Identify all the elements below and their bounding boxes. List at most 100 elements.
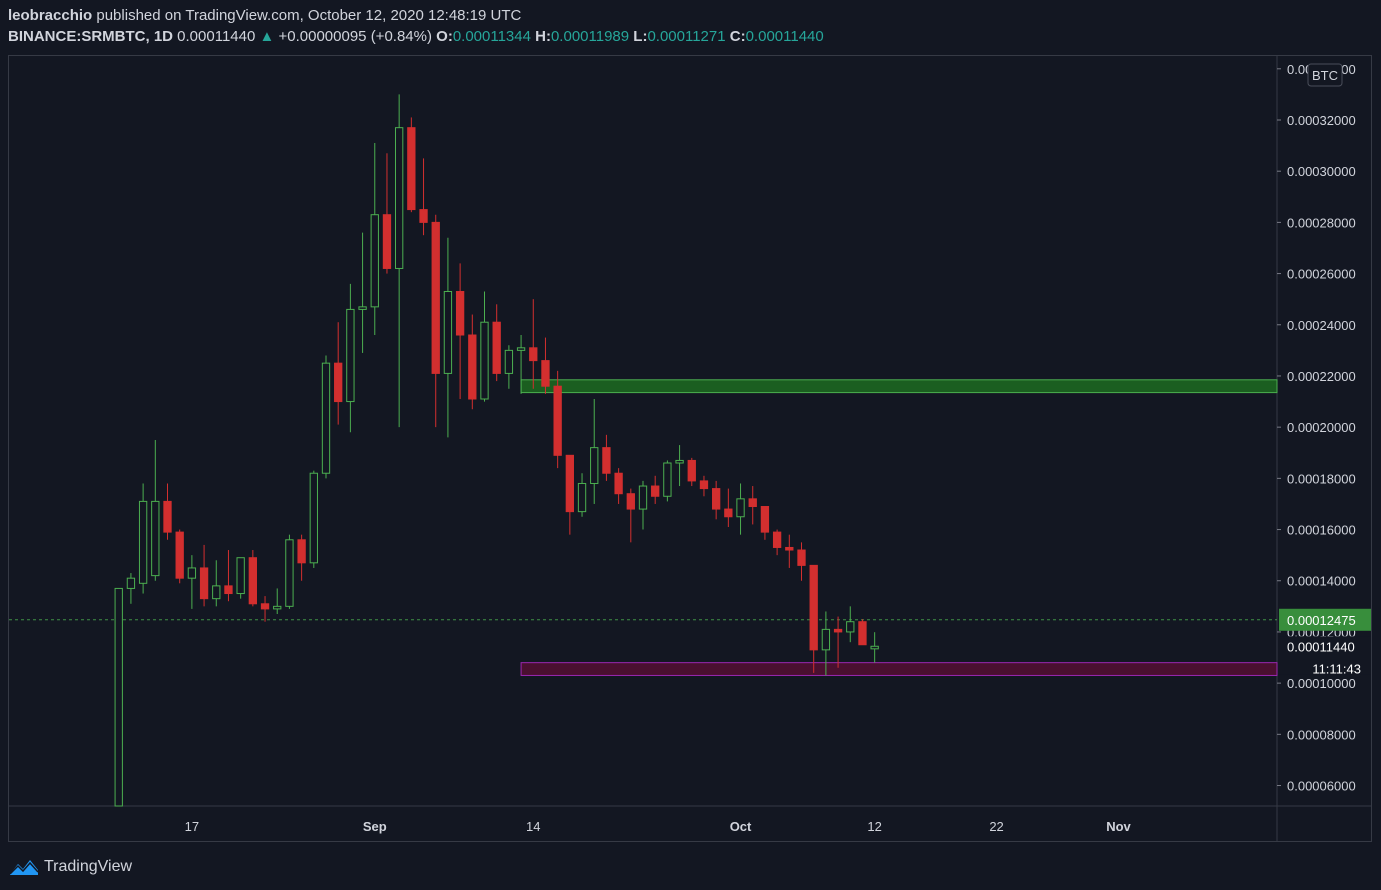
y-tick-label: 0.00016000 [1287, 523, 1356, 538]
x-tick-label: 12 [867, 819, 881, 834]
x-tick-label: 17 [185, 819, 199, 834]
candle-body [687, 459, 696, 482]
low-label: L: [633, 28, 648, 45]
close-value: 0.00011440 [745, 28, 824, 45]
candle-body [273, 605, 282, 610]
candle-body [297, 539, 306, 564]
candle-body [334, 362, 343, 403]
candle-body [126, 577, 136, 589]
y-tick-label: 0.00022000 [1287, 369, 1356, 384]
candle-body [419, 209, 428, 223]
support-zone [520, 662, 1278, 676]
low-value: 0.00011271 [647, 28, 726, 45]
y-tick-label: 0.00010000 [1287, 676, 1356, 691]
tradingview-logo-icon[interactable] [8, 857, 40, 877]
candle-body [394, 127, 404, 269]
candle-body [748, 498, 757, 508]
y-tick-label: 0.00006000 [1287, 779, 1356, 794]
x-tick-label: Nov [1106, 819, 1131, 834]
candle-body [614, 472, 623, 495]
symbol-label[interactable]: BINANCE:SRMBTC, 1D [8, 28, 173, 45]
y-tick-label: 0.00018000 [1287, 471, 1356, 486]
candle-body [285, 539, 294, 607]
close-label: C: [729, 28, 746, 45]
candle-body [431, 221, 440, 374]
candle-body [553, 385, 562, 456]
candle-body [565, 454, 575, 513]
reference-price-label: 0.00012475 [1287, 613, 1356, 628]
published-text: published on TradingView.com, October 12… [96, 7, 522, 24]
last-price-tag [1279, 636, 1371, 675]
high-label: H: [535, 28, 551, 45]
up-arrow-icon: ▲ [259, 28, 275, 45]
y-tick-label: 0.00014000 [1287, 574, 1356, 589]
candle-body [651, 485, 660, 497]
candle-body [480, 321, 489, 400]
candle-body [187, 567, 197, 579]
y-tick-label: 0.00020000 [1287, 420, 1356, 435]
publication-line: leobracchio published on TradingView.com… [8, 6, 1368, 26]
candle-body [492, 321, 501, 374]
reference-price-tag [1279, 608, 1371, 631]
candle-body [663, 462, 672, 497]
x-tick-label: 14 [526, 819, 540, 834]
candle-body [309, 472, 318, 564]
candle-body [163, 500, 172, 533]
candle-body [114, 587, 123, 807]
candle-body [224, 585, 233, 595]
x-tick-label: 22 [989, 819, 1003, 834]
ohlc-legend: BINANCE:SRMBTC, 1D 0.00011440 ▲ +0.00000… [8, 26, 1368, 48]
candle-body [870, 645, 879, 650]
candle-body [260, 603, 270, 610]
currency-badge-label: BTC [1312, 68, 1338, 83]
high-value: 0.00011989 [550, 28, 630, 45]
candle-body [346, 308, 355, 403]
candle-body [638, 485, 648, 510]
candle-body [760, 506, 770, 533]
x-tick-label: Sep [363, 819, 387, 834]
y-tick-label: 0.00026000 [1287, 267, 1356, 282]
candle-body [541, 360, 550, 387]
y-tick-label: 0.00028000 [1287, 215, 1356, 230]
candle-body [455, 290, 465, 336]
price-change: +0.00000095 (+0.84%) [278, 28, 432, 45]
candle-body [199, 567, 209, 600]
y-tick-label: 0.00008000 [1287, 727, 1356, 742]
candle-body [138, 500, 148, 584]
y-tick-label: 0.00024000 [1287, 318, 1356, 333]
brand-name[interactable]: TradingView [44, 858, 133, 875]
candle-body [724, 508, 733, 518]
candle-body [797, 549, 806, 566]
author-name[interactable]: leobracchio [8, 7, 93, 24]
candle-body [736, 498, 745, 518]
candle-body [321, 362, 331, 474]
chart-header: leobracchio published on TradingView.com… [8, 6, 1368, 48]
candle-body [358, 306, 367, 310]
candle-body [151, 500, 160, 577]
x-tick-label: Oct [730, 819, 752, 834]
open-label: O: [436, 28, 453, 45]
y-tick-label: 0.00032000 [1287, 113, 1356, 128]
open-value: 0.00011344 [452, 28, 531, 45]
candle-body [602, 447, 611, 474]
candle-body [382, 214, 392, 269]
candle-body [699, 480, 709, 490]
countdown-label: 11:11:43 [1312, 661, 1361, 676]
candle-body [711, 488, 721, 510]
candle-body [626, 493, 635, 510]
candle-body [858, 621, 867, 646]
candle-body [809, 564, 818, 651]
candle-body [529, 347, 538, 362]
currency-badge [1307, 63, 1343, 87]
candle-body [468, 334, 477, 400]
candle-body [443, 290, 453, 374]
candle-body [785, 546, 794, 551]
candle-body [407, 127, 416, 211]
candle-body [212, 585, 221, 600]
candle-body [370, 214, 379, 308]
resistance-zone [520, 379, 1278, 394]
last-price-label: 0.00011440 [1287, 639, 1355, 654]
chart-frame [8, 55, 1372, 842]
candle-body [833, 628, 843, 633]
